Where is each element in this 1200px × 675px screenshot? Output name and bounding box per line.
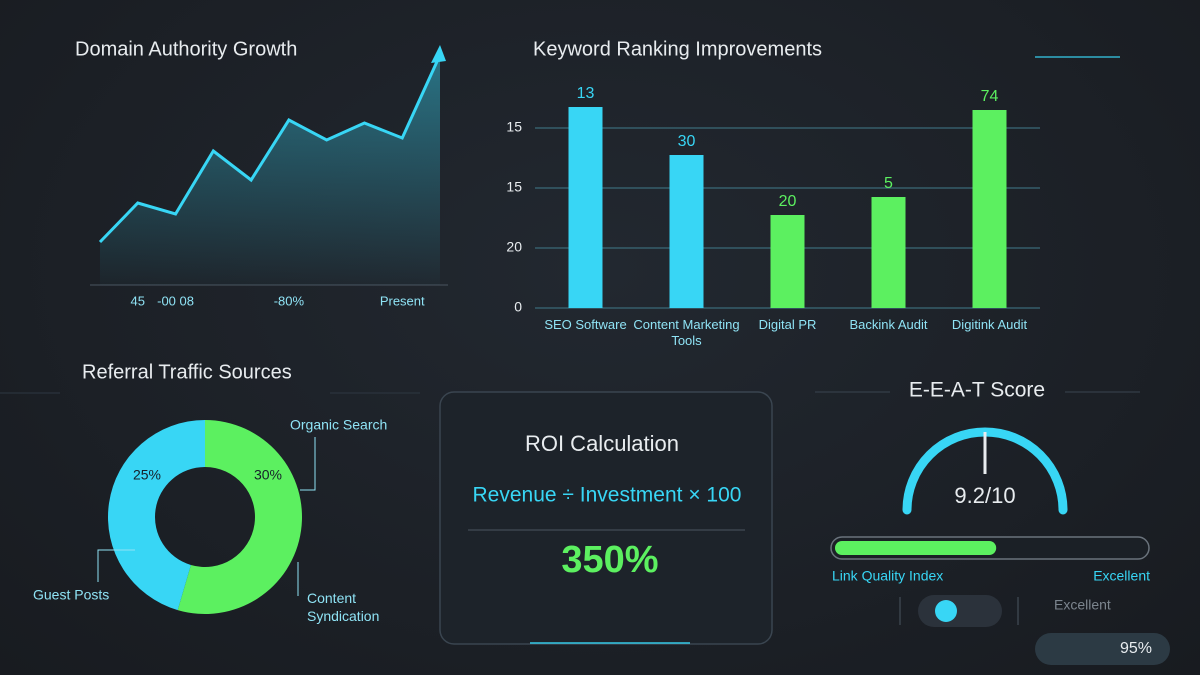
- chart-title: Keyword Ranking Improvements: [533, 38, 822, 60]
- x-tick-label: Present: [380, 293, 425, 308]
- arrow-head: [431, 45, 446, 63]
- x-tick-label: Backink Audit: [849, 317, 928, 332]
- bar: [871, 197, 906, 308]
- roi-panel: [439, 391, 773, 645]
- progress-fill: [835, 541, 997, 555]
- value-label: 74: [981, 88, 999, 105]
- x-tick-label: -00 08: [157, 293, 194, 308]
- value-label: 13: [577, 85, 595, 102]
- progress-rating: Excellent: [1093, 568, 1150, 584]
- eeat-title: E-E-A-T Score: [909, 379, 1045, 402]
- bar: [669, 155, 704, 308]
- x-tick-label: -80%: [274, 293, 305, 308]
- leader: [300, 437, 316, 491]
- slice-label: 30%: [254, 467, 282, 483]
- x-tick-label: Content Marketing Tools: [633, 317, 740, 348]
- roi-title: ROI Calculation: [525, 431, 679, 456]
- bar: [568, 107, 603, 308]
- status: Excellent: [1054, 597, 1111, 613]
- roi-result: 350%: [561, 539, 658, 581]
- area: [100, 55, 440, 285]
- bar: [770, 215, 805, 308]
- legend-label: Guest Posts: [33, 587, 109, 603]
- chart-title: Referral Traffic Sources: [82, 361, 292, 383]
- pie-slice: [108, 420, 205, 611]
- roi-formula: Revenue ÷ Investment × 100: [473, 484, 742, 507]
- percent-pill: [1035, 633, 1170, 665]
- leader: [97, 549, 135, 582]
- y-tick-label: 20: [506, 239, 522, 255]
- progress-label: Link Quality Index: [832, 568, 943, 584]
- value-label: 5: [884, 175, 893, 192]
- line: [98, 54, 442, 244]
- x-tick-label: Digitink Audit: [951, 317, 1028, 332]
- chart-title: Domain Authority Growth: [75, 38, 297, 60]
- bar: [972, 110, 1007, 308]
- value-label: 20: [779, 193, 797, 210]
- y-tick-label: 15: [506, 119, 522, 135]
- x-tick-label: Digital PR: [758, 317, 817, 332]
- legend-label: Organic Search: [290, 417, 387, 433]
- value-label: 30: [678, 133, 696, 150]
- y-tick-label: 15: [506, 179, 522, 195]
- x-tick-label: 45: [131, 293, 145, 308]
- percent: 95%: [1120, 640, 1152, 657]
- x-tick-label: SEO Software: [544, 317, 627, 332]
- pie-slice: [177, 420, 303, 614]
- annotation: Content Syndication: [307, 590, 380, 624]
- toggle[interactable]: [918, 595, 1002, 627]
- y-tick-label: 0: [514, 299, 522, 315]
- gauge-score: 9.2/10: [954, 483, 1015, 508]
- toggle-knob[interactable]: [935, 600, 957, 622]
- slice-label: 25%: [133, 467, 161, 483]
